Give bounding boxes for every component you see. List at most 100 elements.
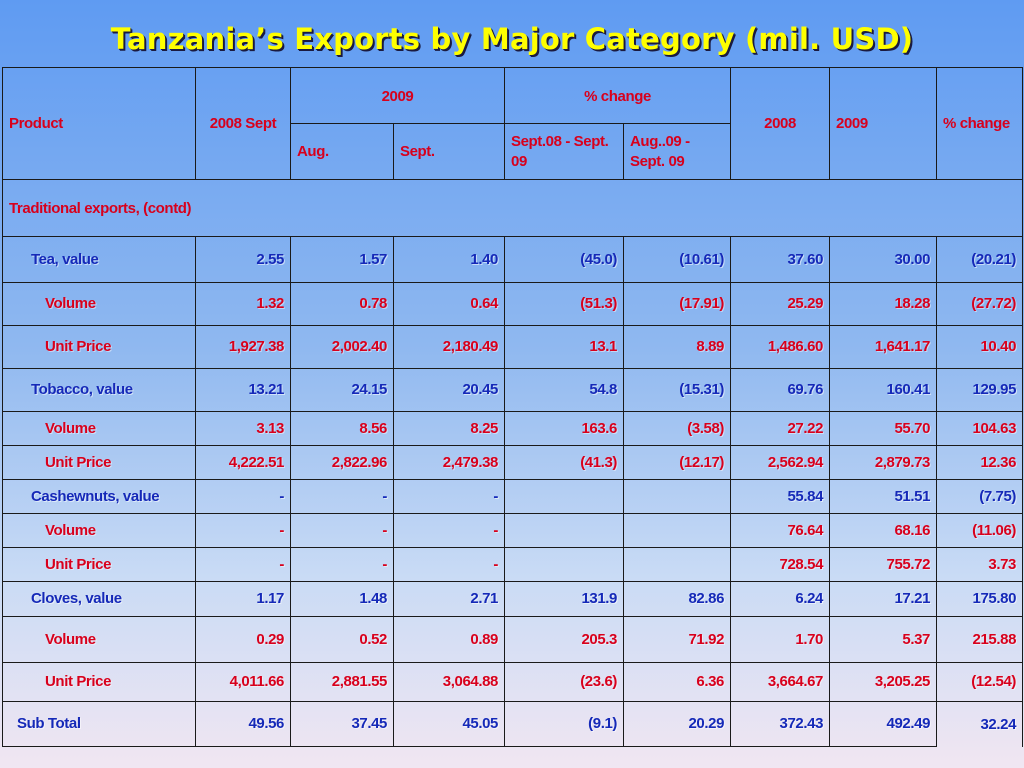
table-row: Sub Total 49.56 37.45 45.05 (9.1) 20.29 372.43… [2, 700, 1024, 748]
row-label: Tea, value [2, 236, 196, 283]
row-cell: 2,562.94 [730, 445, 831, 481]
row-label: Unit Price [2, 547, 196, 583]
row-cell: 13.1 [504, 324, 624, 369]
row-cell: (15.31) [622, 367, 732, 412]
row-cell: 1.70 [730, 615, 831, 663]
row-cell: 755.72 [829, 547, 938, 583]
row-cell: 3,664.67 [730, 661, 831, 702]
row-cell: (3.58) [622, 410, 732, 447]
row-label: Cashewnuts, value [2, 479, 196, 515]
row-cell: (17.91) [622, 281, 732, 326]
row-cell: - [195, 547, 291, 583]
row-label: Unit Price [2, 445, 196, 481]
row-cell: 24.15 [290, 367, 394, 412]
row-label: Unit Price [2, 661, 196, 702]
row-cell: 6.36 [622, 661, 732, 702]
row-cell: 0.64 [393, 281, 505, 326]
row-cell: 2,002.40 [290, 324, 394, 369]
row-cell: - [290, 479, 394, 515]
header-product: Product [2, 66, 196, 181]
row-cell: 20.45 [393, 367, 505, 412]
row-cell: 160.41 [829, 367, 938, 412]
row-cell: 4,011.66 [195, 661, 291, 702]
row-cell: (11.06) [936, 513, 1024, 549]
header-2009-total: 2009 [829, 66, 938, 181]
table-row: Volume 1.32 0.78 0.64 (51.3) (17.91) 25.29 18.2… [2, 281, 1024, 326]
table-row: Tobacco, value 13.21 24.15 20.45 54.8 (15.31)… [2, 367, 1024, 412]
table-row: Tea, value 2.55 1.57 1.40 (45.0) (10.61) 37.60… [2, 236, 1024, 283]
section-row: Traditional exports, (contd) [1, 179, 1024, 238]
row-cell: 372.43 [730, 700, 831, 748]
row-cell: 0.78 [290, 281, 394, 326]
row-label: Volume [2, 615, 196, 663]
row-cell: 2,180.49 [393, 324, 505, 369]
row-cell: 45.05 [393, 700, 505, 748]
row-cell: 728.54 [730, 547, 831, 583]
row-cell: 6.24 [730, 581, 831, 617]
row-cell: 215.88 [936, 615, 1024, 663]
row-cell: 27.22 [730, 410, 831, 447]
row-cell: 30.00 [829, 236, 938, 283]
row-label: Sub Total [2, 700, 196, 748]
row-label: Tobacco, value [2, 367, 196, 412]
row-cell: - [290, 547, 394, 583]
table-row: Unit Price - - -728.54 755.72 3.73 [2, 547, 1024, 583]
section-label: Traditional exports, (contd) [1, 179, 1024, 238]
row-cell: 1.48 [290, 581, 394, 617]
row-cell: (10.61) [622, 236, 732, 283]
slide-title: Tanzania’s Exports by Major Category (mi… [110, 22, 914, 56]
row-cell: 54.8 [504, 367, 624, 412]
row-cell: 1,641.17 [829, 324, 938, 369]
row-cell: 104.63 [936, 410, 1024, 447]
row-cell: 82.86 [622, 581, 732, 617]
row-cell [622, 479, 732, 515]
row-cell: 17.21 [829, 581, 938, 617]
row-cell: 76.64 [730, 513, 831, 549]
row-cell: 1,486.60 [730, 324, 831, 369]
row-cell: 0.52 [290, 615, 394, 663]
exports-table: Product 2008 Sept 2009 % change 2008 200… [1, 66, 1024, 748]
row-cell: 2,879.73 [829, 445, 938, 481]
table-row: Volume - - -76.64 68.16 (11.06) [2, 513, 1024, 549]
header-change-aug: Aug..09 - Sept. 09 [622, 123, 732, 181]
row-label: Volume [2, 281, 196, 326]
row-cell: - [393, 513, 505, 549]
row-cell: 1.32 [195, 281, 291, 326]
table-row: Unit Price 4,222.51 2,822.96 2,479.38 (41.3)… [2, 445, 1024, 481]
table-row: Cashewnuts, value - - -55.84 51.51 (7.75) [2, 479, 1024, 515]
header-2008-sept: 2008 Sept [195, 66, 291, 181]
row-cell: 2.71 [393, 581, 505, 617]
row-cell: 1.57 [290, 236, 394, 283]
row-cell: 20.29 [622, 700, 732, 748]
header-2009: 2009 [290, 66, 505, 125]
table-row: Volume 0.29 0.52 0.89 205.3 71.92 1.70 5.37 215.… [2, 615, 1024, 663]
table-row: Unit Price 1,927.38 2,002.40 2,180.49 13.1 8.… [2, 324, 1024, 369]
header-pct-change: % change [503, 66, 732, 125]
row-cell: 8.89 [622, 324, 732, 369]
header-2008-total: 2008 [730, 66, 831, 181]
row-cell: - [290, 513, 394, 549]
row-cell: 3,205.25 [829, 661, 938, 702]
row-label: Cloves, value [2, 581, 196, 617]
row-cell [622, 547, 732, 583]
row-cell: 32.24 [936, 700, 1024, 747]
row-cell: 3.13 [195, 410, 291, 447]
row-cell: 131.9 [504, 581, 624, 617]
table-row: Cloves, value 1.17 1.48 2.71 131.9 82.86 6.24 1… [2, 581, 1024, 617]
row-cell: 55.84 [730, 479, 831, 515]
row-cell: 5.37 [829, 615, 938, 663]
row-cell: 0.89 [393, 615, 505, 663]
row-cell: (12.54) [936, 661, 1024, 702]
row-cell: 51.51 [829, 479, 938, 515]
row-cell: 1.17 [195, 581, 291, 617]
row-cell: 3.73 [936, 547, 1024, 583]
row-cell: 1.40 [393, 236, 505, 283]
row-cell: (12.17) [622, 445, 732, 481]
row-cell [504, 547, 624, 583]
row-cell: 69.76 [730, 367, 831, 412]
row-cell: - [393, 479, 505, 515]
row-cell: 37.60 [730, 236, 831, 283]
header-row-2: Aug. Sept. Sept.08 - Sept. 09 Aug..09 - … [3, 123, 1023, 181]
row-label: Volume [2, 410, 196, 447]
row-cell: 10.40 [936, 324, 1024, 369]
